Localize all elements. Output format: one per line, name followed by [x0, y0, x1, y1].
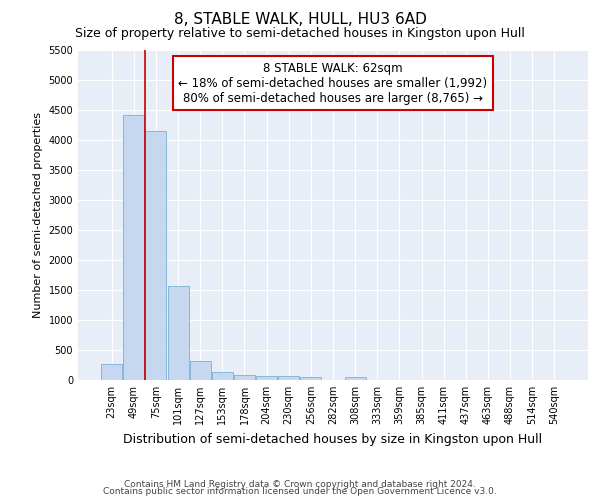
- Bar: [124, 115, 145, 380]
- Bar: [344, 376, 365, 380]
- Bar: [256, 376, 277, 380]
- Bar: [301, 376, 322, 380]
- Bar: [234, 375, 255, 380]
- Bar: [101, 364, 122, 380]
- Bar: [278, 376, 299, 380]
- X-axis label: Distribution of semi-detached houses by size in Kingston upon Hull: Distribution of semi-detached houses by …: [124, 432, 542, 446]
- Text: Size of property relative to semi-detached houses in Kingston upon Hull: Size of property relative to semi-detach…: [75, 28, 525, 40]
- Bar: [145, 131, 166, 380]
- Text: 8 STABLE WALK: 62sqm
← 18% of semi-detached houses are smaller (1,992)
80% of se: 8 STABLE WALK: 62sqm ← 18% of semi-detac…: [178, 62, 488, 104]
- Y-axis label: Number of semi-detached properties: Number of semi-detached properties: [33, 112, 43, 318]
- Bar: [167, 286, 188, 380]
- Bar: [212, 372, 233, 380]
- Bar: [190, 361, 211, 380]
- Text: Contains public sector information licensed under the Open Government Licence v3: Contains public sector information licen…: [103, 488, 497, 496]
- Text: Contains HM Land Registry data © Crown copyright and database right 2024.: Contains HM Land Registry data © Crown c…: [124, 480, 476, 489]
- Text: 8, STABLE WALK, HULL, HU3 6AD: 8, STABLE WALK, HULL, HU3 6AD: [173, 12, 427, 28]
